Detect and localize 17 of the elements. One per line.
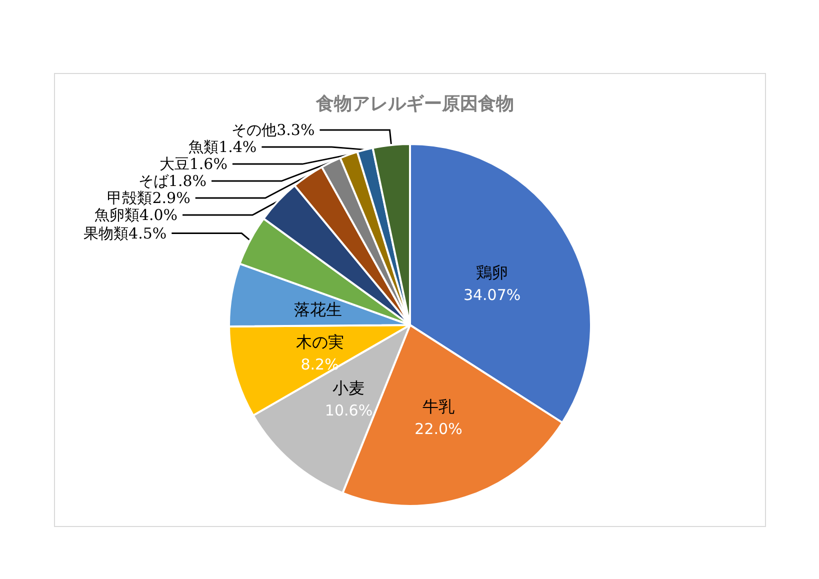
slice-label: 木の実 [296, 332, 344, 352]
slice-label: 魚類1.4% [188, 138, 257, 156]
data-label: 22.0% [414, 420, 462, 438]
slice-label: その他3.3% [232, 121, 315, 140]
slice-label: 小麦 [332, 378, 365, 398]
data-label: 10.6% [324, 402, 373, 420]
data-label: 8.2% [300, 356, 339, 374]
slice-label: 大豆1.6% [159, 155, 228, 174]
data-label: 34.07% [463, 286, 521, 304]
slice-label: 魚卵類4.0% [94, 206, 178, 224]
slice-label: 果物類4.5% [84, 224, 167, 242]
slice-label: 甲殻類2.9% [107, 189, 190, 208]
slice-label: そば1.8% [138, 172, 207, 190]
chart-title: 食物アレルギー原因食物 [315, 94, 514, 114]
slice-label: 牛乳 [422, 397, 454, 416]
slice-label: 鶏卵 [476, 263, 508, 282]
slice-label: 落花生 [294, 300, 342, 319]
